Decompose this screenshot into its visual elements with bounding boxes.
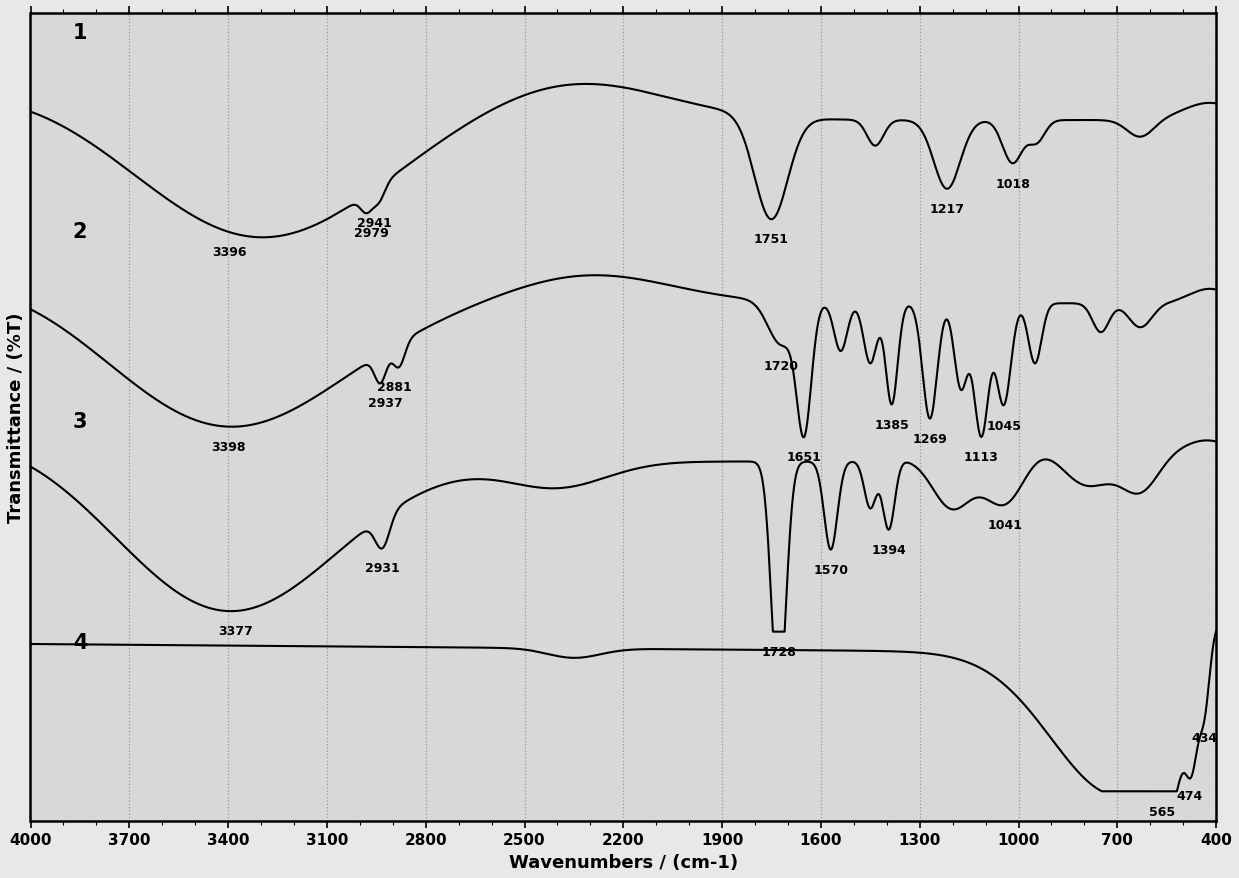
X-axis label: Wavenumbers / (cm-1): Wavenumbers / (cm-1) <box>509 853 738 871</box>
Text: 2979: 2979 <box>354 227 389 241</box>
Text: 2941: 2941 <box>357 217 392 229</box>
Text: 1728: 1728 <box>761 645 797 658</box>
Text: 1018: 1018 <box>995 177 1030 191</box>
Text: 1113: 1113 <box>964 450 999 464</box>
Text: 1217: 1217 <box>929 203 964 216</box>
Text: 1045: 1045 <box>986 419 1021 432</box>
Text: 1570: 1570 <box>813 563 849 576</box>
Text: 4: 4 <box>73 632 87 652</box>
Text: 2: 2 <box>73 221 87 241</box>
Text: 1394: 1394 <box>871 543 906 557</box>
Text: 434: 434 <box>1192 731 1218 744</box>
Text: 2881: 2881 <box>377 381 411 394</box>
Text: 3377: 3377 <box>218 624 253 637</box>
Text: 1041: 1041 <box>987 518 1022 531</box>
Text: 3398: 3398 <box>212 441 247 453</box>
Text: 1: 1 <box>73 23 87 43</box>
Text: 565: 565 <box>1149 804 1175 817</box>
Text: 3: 3 <box>73 412 87 432</box>
Y-axis label: Transmittance / (%T): Transmittance / (%T) <box>7 313 25 522</box>
Text: 1720: 1720 <box>764 359 799 372</box>
Text: 3396: 3396 <box>212 246 247 259</box>
Text: 1269: 1269 <box>913 432 948 445</box>
Text: 1385: 1385 <box>875 418 909 431</box>
Text: 2937: 2937 <box>368 397 403 410</box>
Text: 1651: 1651 <box>787 450 821 464</box>
Text: 474: 474 <box>1176 789 1202 802</box>
Text: 1751: 1751 <box>753 234 789 246</box>
Text: 2931: 2931 <box>366 562 400 575</box>
